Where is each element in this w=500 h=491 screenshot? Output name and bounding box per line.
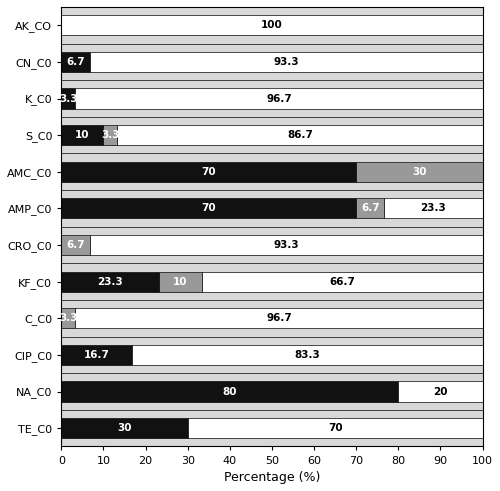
Text: 80: 80 <box>222 386 237 397</box>
Text: 6.7: 6.7 <box>361 203 380 214</box>
Bar <box>62 337 482 373</box>
Text: 23.3: 23.3 <box>98 276 124 287</box>
Bar <box>118 125 482 145</box>
Bar <box>356 162 482 182</box>
Bar <box>62 88 75 109</box>
Bar <box>62 418 482 438</box>
Text: 23.3: 23.3 <box>420 203 446 214</box>
Bar <box>75 308 482 328</box>
Bar <box>75 88 482 109</box>
Text: 3.3: 3.3 <box>101 130 119 140</box>
Bar <box>62 263 482 300</box>
Text: 70: 70 <box>328 423 342 433</box>
Bar <box>202 272 482 292</box>
Bar <box>62 382 398 402</box>
Bar <box>62 235 90 255</box>
Text: 30: 30 <box>118 423 132 433</box>
Text: 66.7: 66.7 <box>329 276 355 287</box>
Bar <box>62 308 482 328</box>
Bar <box>62 154 482 190</box>
Bar <box>356 198 384 218</box>
Text: 3.3: 3.3 <box>59 93 78 104</box>
Text: 10: 10 <box>75 130 90 140</box>
Text: 100: 100 <box>261 20 283 30</box>
Bar <box>90 52 482 72</box>
Bar <box>62 117 482 154</box>
Bar <box>62 80 482 117</box>
Bar <box>132 345 482 365</box>
Bar <box>62 410 482 446</box>
Bar <box>62 52 482 72</box>
Bar <box>188 418 482 438</box>
Text: 6.7: 6.7 <box>66 240 85 250</box>
Bar <box>160 272 202 292</box>
Bar <box>62 308 75 328</box>
Text: 16.7: 16.7 <box>84 350 110 360</box>
Bar <box>62 15 482 35</box>
Bar <box>62 272 160 292</box>
Bar <box>62 373 482 410</box>
Bar <box>62 44 482 80</box>
Bar <box>384 198 482 218</box>
Bar <box>62 272 482 292</box>
Bar <box>62 15 482 35</box>
Bar <box>62 125 482 145</box>
Bar <box>62 162 356 182</box>
Bar <box>62 7 482 44</box>
Text: 93.3: 93.3 <box>273 240 299 250</box>
Bar <box>62 382 482 402</box>
Bar <box>62 190 482 227</box>
Text: 3.3: 3.3 <box>59 313 78 323</box>
Bar <box>398 382 482 402</box>
Bar <box>62 125 104 145</box>
Bar <box>62 235 482 255</box>
Text: 30: 30 <box>412 167 426 177</box>
Text: 96.7: 96.7 <box>266 93 292 104</box>
X-axis label: Percentage (%): Percentage (%) <box>224 471 320 484</box>
Bar <box>62 198 356 218</box>
Bar <box>62 418 188 438</box>
Bar <box>62 52 90 72</box>
Bar <box>62 198 482 218</box>
Text: 96.7: 96.7 <box>266 313 292 323</box>
Bar <box>62 345 132 365</box>
Text: 93.3: 93.3 <box>273 57 299 67</box>
Bar <box>62 162 482 182</box>
Bar <box>62 300 482 337</box>
Text: 70: 70 <box>202 167 216 177</box>
Bar <box>62 227 482 263</box>
Bar <box>62 88 482 109</box>
Text: 10: 10 <box>174 276 188 287</box>
Text: 83.3: 83.3 <box>294 350 320 360</box>
Text: 6.7: 6.7 <box>66 57 85 67</box>
Text: 20: 20 <box>433 386 448 397</box>
Bar <box>90 235 482 255</box>
Bar <box>62 345 482 365</box>
Text: 86.7: 86.7 <box>287 130 313 140</box>
Text: 70: 70 <box>202 203 216 214</box>
Bar <box>104 125 118 145</box>
